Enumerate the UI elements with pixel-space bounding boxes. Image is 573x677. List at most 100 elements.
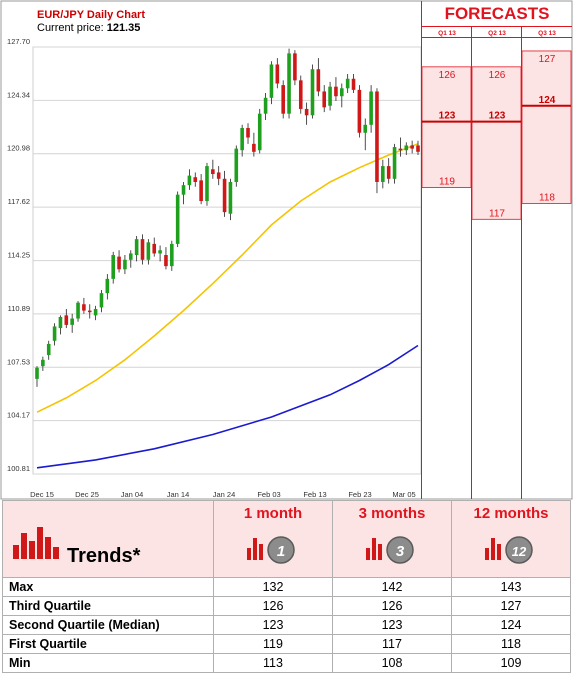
x-tick-label: Feb 13 (303, 490, 326, 499)
x-tick-label: Feb 03 (257, 490, 280, 499)
candle-body (381, 166, 385, 182)
candle (369, 85, 373, 133)
candle (99, 289, 104, 313)
candle-body (152, 243, 157, 254)
candle (140, 234, 145, 265)
candle (263, 93, 268, 121)
moving-average-short (36, 143, 419, 413)
candle-body (316, 69, 321, 92)
forecast-median-label: 123 (489, 111, 506, 122)
y-tick-label: 127.70 (7, 37, 30, 46)
cell-value: 126 (213, 596, 333, 616)
candle (322, 85, 327, 113)
candle (76, 301, 80, 322)
quarter-label: Q2 13 (488, 30, 506, 37)
current-price-label: Current price: (37, 22, 104, 34)
candle-body (398, 148, 403, 151)
candle (111, 251, 115, 284)
row-label: Max (2, 577, 214, 597)
candle (199, 174, 203, 205)
candle (357, 85, 362, 138)
trends-table: Trends* 1 month 1 3 months 3 12 mont (2, 500, 571, 673)
cell-value: 123 (213, 615, 333, 635)
candle (269, 61, 274, 105)
candle (398, 137, 403, 157)
candle-body (105, 278, 110, 294)
candle (187, 169, 192, 190)
candle-body (298, 80, 303, 109)
horizon-label: 3 months (358, 505, 426, 522)
candle-body (41, 359, 45, 367)
row-label: First Quartile (2, 634, 214, 654)
candle (128, 250, 133, 268)
candle (240, 124, 244, 157)
candle (158, 245, 162, 262)
candle-body (117, 256, 121, 270)
cell-value: 142 (332, 577, 452, 597)
candle-body (52, 326, 57, 341)
candle (52, 323, 57, 346)
candle (222, 170, 227, 217)
candle-body (252, 143, 256, 152)
candle-body (87, 310, 92, 313)
candle (87, 304, 92, 319)
candle-body (111, 255, 115, 279)
candle-body (211, 169, 215, 175)
candle-body (46, 343, 51, 356)
candle (228, 178, 233, 221)
horizon-badge-number: 3 (396, 543, 405, 560)
forecast-median-label: 123 (439, 111, 456, 122)
x-tick-label: Jan 04 (121, 490, 144, 499)
horizon-3-months: 3 months 3 (332, 500, 452, 578)
table-row: Max 132 142 143 (2, 577, 571, 597)
candle (328, 81, 332, 111)
cell-value: 127 (451, 596, 571, 616)
y-tick-label: 104.17 (7, 411, 30, 420)
candle (82, 297, 86, 314)
cell-value: 132 (213, 577, 333, 597)
candle (35, 366, 39, 387)
candle (216, 166, 221, 186)
row-label: Second Quartile (Median) (2, 615, 214, 635)
cell-value: 119 (213, 634, 333, 654)
forecast-range-box (471, 66, 522, 220)
table-row: Third Quartile 126 126 127 (2, 596, 571, 616)
candle-body (64, 315, 69, 325)
table-row: First Quartile 119 117 118 (2, 634, 571, 654)
horizon-badge-number: 12 (512, 544, 527, 559)
candle (246, 123, 250, 144)
trends-label: Trends* (67, 545, 141, 567)
forecast-median-label: 124 (539, 95, 556, 106)
candle-body (128, 253, 133, 260)
candle-body (205, 166, 209, 202)
candle (58, 315, 63, 335)
cell-value: 124 (451, 615, 571, 635)
candle-body (363, 124, 368, 133)
x-tick-label: Jan 14 (167, 490, 190, 499)
x-axis-ticks: Dec 15 Dec 25 Jan 04 Jan 14 Jan 24 Feb 03 Feb … (30, 490, 416, 499)
candle (211, 159, 215, 179)
chart-border (0, 0, 573, 500)
candle (117, 250, 121, 273)
y-tick-label: 114.25 (8, 251, 30, 260)
y-axis-ticks: 127.70 124.34 120.98 117.62 114.25 110.89 107.… (7, 37, 30, 473)
candle-body (240, 127, 244, 151)
candle (134, 235, 139, 262)
trends-label-cell: Trends* (2, 500, 214, 578)
candle (64, 309, 69, 329)
horizon-1-month: 1 month 1 (213, 500, 333, 578)
candle-body (386, 166, 391, 179)
candle (205, 162, 209, 206)
candle-body (234, 148, 239, 182)
forecast-high-label: 127 (539, 54, 556, 65)
quarter-label: Q1 13 (438, 30, 456, 37)
candle-body (76, 302, 80, 319)
candle (70, 313, 74, 333)
horizon-badge-icon: 1 (247, 536, 295, 564)
candle-body (293, 53, 297, 81)
forecast-high-label: 126 (439, 70, 456, 81)
trends-header-row: Trends* 1 month 1 3 months 3 12 mont (2, 500, 571, 578)
candle-body (246, 127, 250, 138)
forecast-low-label: 118 (539, 192, 555, 203)
candle-body (222, 178, 227, 213)
